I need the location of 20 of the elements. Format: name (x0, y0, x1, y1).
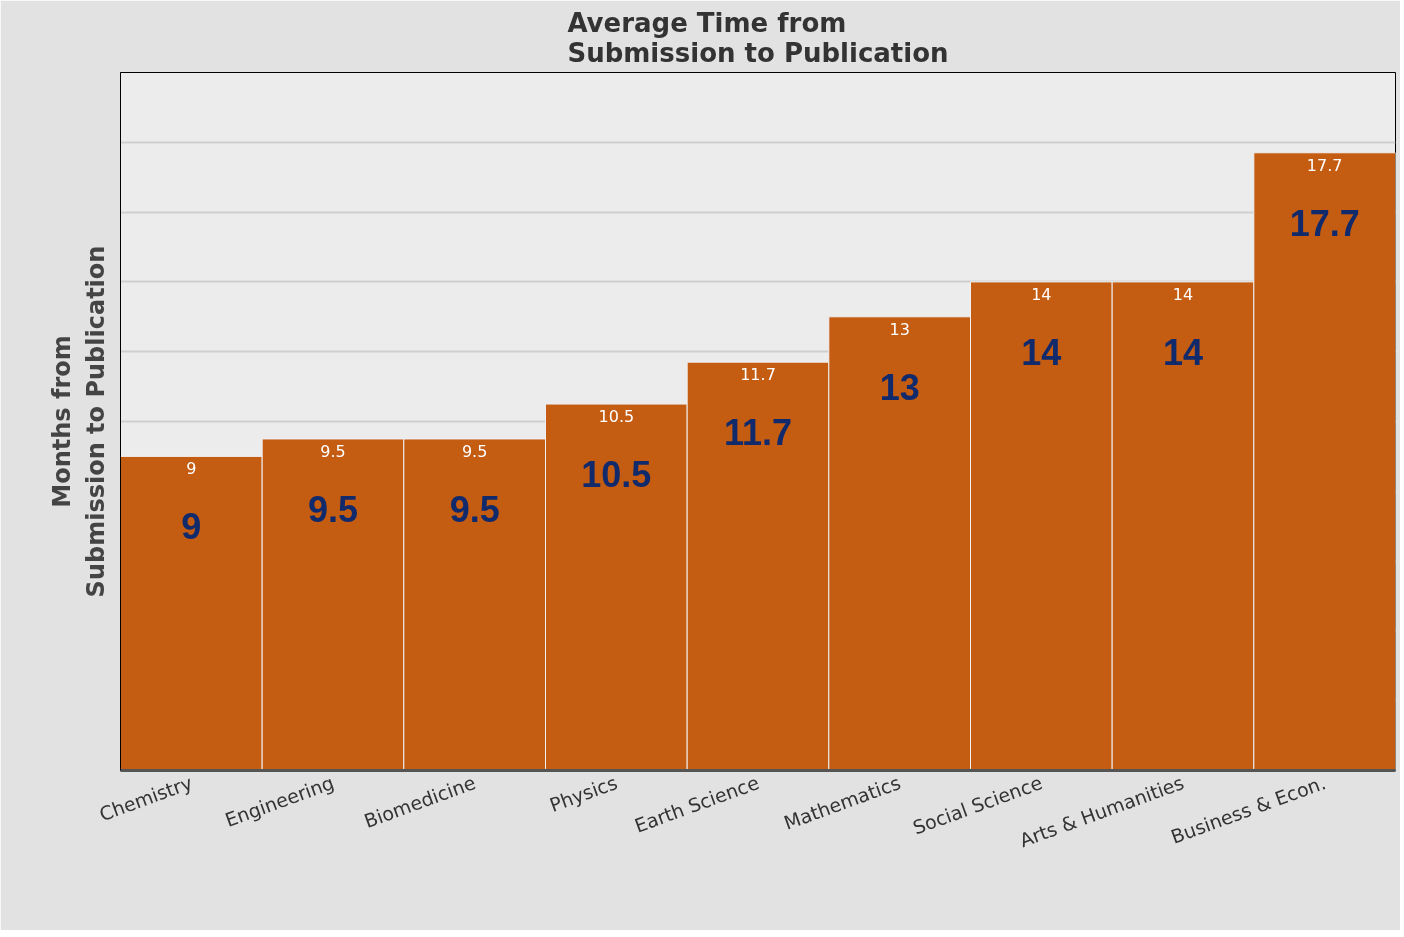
annotation: 9.5 (320, 441, 346, 461)
data-label: 14 (1021, 331, 1062, 373)
y-axis-title: Months from Submission to Publication (47, 245, 110, 598)
data-label: 9 (181, 506, 202, 548)
annotation: 13 (889, 319, 910, 339)
data-label: 11.7 (723, 412, 793, 454)
annotation: 11.7 (740, 365, 776, 385)
data-label: 13 (879, 366, 920, 408)
chart-title: Average Time from Submission to Publication (567, 7, 949, 68)
annotation: 9 (186, 459, 197, 479)
annotation: 9.5 (461, 441, 488, 461)
data-label: 9.5 (307, 488, 359, 530)
annotation: 17.7 (1306, 155, 1343, 175)
data-label: 14 (1162, 331, 1204, 373)
data-label: 9.5 (449, 488, 500, 530)
annotation: 10.5 (598, 407, 635, 427)
data-label: 10.5 (581, 454, 652, 496)
data-label: 17.7 (1289, 202, 1360, 244)
annotation: 14 (1172, 284, 1194, 304)
annotation: 14 (1031, 284, 1052, 304)
